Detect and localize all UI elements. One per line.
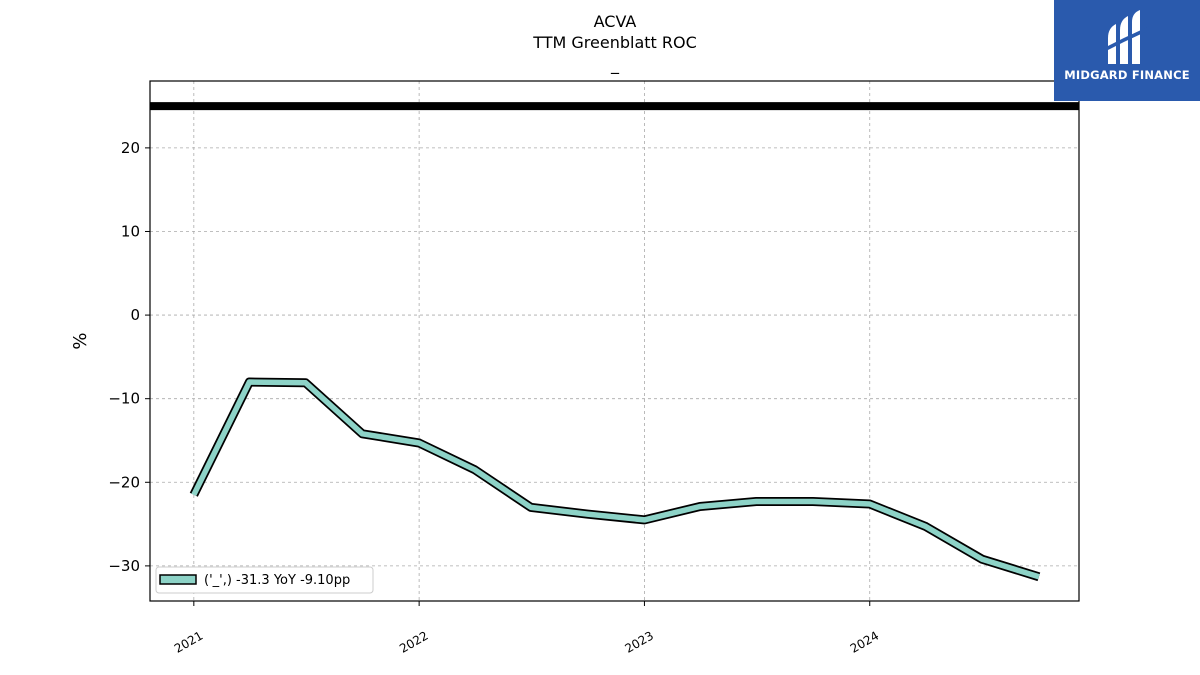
brand-logo: MIDGARD FINANCE	[1054, 0, 1200, 101]
plot-frame	[149, 80, 1080, 602]
x-tick-label: 2021	[172, 628, 205, 655]
chart-subtitle: TTM Greenblatt ROC	[532, 33, 697, 52]
chart-title: ACVA	[594, 12, 637, 31]
grid	[150, 81, 1079, 601]
y-tick-label: −10	[108, 390, 140, 408]
x-axis: 2021 2022 2023 2024	[172, 601, 881, 656]
x-tick-label: 2023	[622, 628, 655, 655]
y-axis: −30 −20 −10 0 10 20	[108, 139, 150, 575]
y-tick-label: −30	[108, 557, 140, 575]
series-line-outline	[189, 377, 1041, 582]
series-line	[191, 379, 1040, 580]
series-group	[189, 377, 1041, 582]
y-tick-label: 20	[121, 139, 140, 157]
brand-logo-text: MIDGARD FINANCE	[1064, 68, 1190, 82]
legend-swatch	[159, 574, 197, 585]
legend: ('_',) -31.3 YoY -9.10pp	[155, 566, 374, 594]
y-tick-label: 0	[130, 306, 140, 324]
x-tick-label: 2024	[848, 628, 881, 655]
legend-label: ('_',) -31.3 YoY -9.10pp	[204, 573, 350, 588]
chart-subtitle-2: _	[610, 55, 620, 75]
y-tick-label: −20	[108, 473, 140, 491]
midgard-logo-icon	[1104, 10, 1150, 64]
y-axis-label: %	[70, 332, 91, 349]
x-tick-label: 2022	[397, 628, 430, 655]
legend-box	[155, 566, 374, 594]
y-tick-label: 10	[121, 222, 140, 240]
